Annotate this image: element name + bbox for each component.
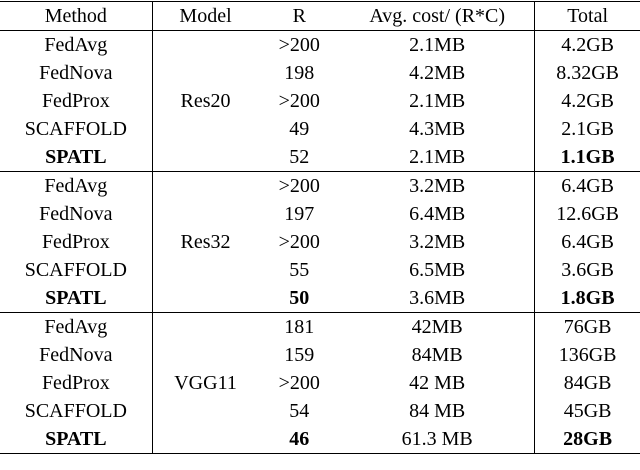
value-cell: 45GB: [534, 397, 640, 425]
value-cell: >200: [278, 231, 320, 253]
method-cell: SCAFFOLD: [0, 256, 153, 284]
method-cell: FedAvg: [0, 171, 153, 200]
method-cell: FedNova: [0, 341, 153, 369]
table-row: SPATL 52 2.1MB 1.1GB: [0, 143, 640, 172]
table-row: SCAFFOLD 55 6.5MB 3.6GB: [0, 256, 640, 284]
value-cell: 46: [289, 428, 310, 450]
method-cell: FedNova: [0, 59, 153, 87]
value-cell: 3.2MB: [409, 231, 466, 253]
method-cell: FedAvg: [0, 312, 153, 341]
value-cell: 61.3 MB: [401, 428, 473, 450]
header-cell: Method: [0, 1, 153, 31]
value-cell: 6.4MB: [409, 203, 466, 225]
value-cell: 6.5MB: [409, 259, 466, 281]
header-row: Method Model R Avg. cost/ (R*C) Total: [0, 1, 640, 31]
value-cell: 181: [284, 316, 315, 338]
value-cell: 84MB: [411, 344, 463, 366]
value-cell: 198: [284, 62, 315, 84]
value-cell: 50: [289, 287, 310, 309]
value-cell: 1.1GB: [534, 143, 640, 172]
method-cell: FedNova: [0, 200, 153, 228]
header-cell: Avg. cost/ (R*C): [369, 5, 506, 27]
method-cell: FedProx: [0, 87, 153, 115]
method-cell: SPATL: [0, 143, 153, 172]
value-cell: 2.1GB: [534, 115, 640, 143]
value-cell: 52: [289, 146, 310, 168]
header-cell: Model: [179, 5, 232, 27]
table-row: FedProx >200 42 MB 84GB: [0, 369, 640, 397]
table-row: FedNova 198 4.2MB 8.32GB: [0, 59, 640, 87]
table-body: FedAvg Res20 >200 2.1MB 4.2GB FedNova 198 4.2MB…: [0, 30, 640, 454]
table-row: FedAvg Res20 >200 2.1MB 4.2GB: [0, 30, 640, 112]
value-cell: 3.6MB: [409, 287, 466, 309]
method-cell: SPATL: [0, 425, 153, 454]
method-cell: SCAFFOLD: [0, 397, 153, 425]
value-cell: 55: [289, 259, 310, 281]
value-cell: 42MB: [411, 316, 463, 338]
table-header: Method Model R Avg. cost/ (R*C) Total: [0, 1, 640, 31]
value-cell: 136GB: [534, 341, 640, 369]
value-cell: 2.1MB: [409, 146, 466, 168]
value-cell: 8.32GB: [534, 59, 640, 87]
value-cell: 42 MB: [409, 372, 466, 394]
table-row: FedProx >200 3.2MB 6.4GB: [0, 228, 640, 256]
method-cell: FedProx: [0, 228, 153, 256]
method-cell: SPATL: [0, 284, 153, 313]
model-cell: VGG11: [174, 372, 237, 394]
value-cell: 4.2MB: [409, 62, 466, 84]
method-cell: SCAFFOLD: [0, 115, 153, 143]
table-row: SCAFFOLD 54 84 MB 45GB: [0, 397, 640, 425]
value-cell: >200: [278, 34, 320, 56]
value-cell: 12.6GB: [534, 200, 640, 228]
header-cell: Total: [534, 1, 640, 31]
table-row: FedNova 159 84MB 136GB: [0, 341, 640, 369]
table-row: SCAFFOLD 49 4.3MB 2.1GB: [0, 115, 640, 143]
value-cell: 54: [289, 400, 310, 422]
value-cell: 28GB: [534, 425, 640, 454]
value-cell: 76GB: [534, 312, 640, 341]
table-row: SPATL 50 3.6MB 1.8GB: [0, 284, 640, 313]
value-cell: 1.8GB: [534, 284, 640, 313]
table-row: FedAvg VGG11 181 42MB 76GB: [0, 312, 640, 394]
table-row: SPATL 46 61.3 MB 28GB: [0, 425, 640, 454]
value-cell: 4.2GB: [534, 87, 640, 115]
value-cell: >200: [278, 90, 320, 112]
method-cell: FedProx: [0, 369, 153, 397]
method-cell: FedAvg: [0, 30, 153, 59]
table-row: FedProx >200 2.1MB 4.2GB: [0, 87, 640, 115]
value-cell: 4.3MB: [409, 118, 466, 140]
value-cell: 84 MB: [409, 400, 466, 422]
value-cell: 2.1MB: [409, 90, 466, 112]
header-cell: R: [292, 5, 306, 27]
value-cell: >200: [278, 372, 320, 394]
value-cell: 4.2GB: [534, 30, 640, 59]
value-cell: 6.4GB: [534, 171, 640, 200]
model-cell: Res32: [180, 231, 231, 253]
table-row: FedAvg Res32 >200 3.2MB 6.4GB: [0, 171, 640, 253]
value-cell: 84GB: [534, 369, 640, 397]
results-table: Method Model R Avg. cost/ (R*C) Total FedAvg…: [0, 1, 640, 454]
value-cell: 2.1MB: [409, 34, 466, 56]
value-cell: 6.4GB: [534, 228, 640, 256]
value-cell: 49: [289, 118, 310, 140]
value-cell: 197: [284, 203, 315, 225]
table-row: FedNova 197 6.4MB 12.6GB: [0, 200, 640, 228]
value-cell: 159: [284, 344, 315, 366]
value-cell: 3.6GB: [534, 256, 640, 284]
value-cell: >200: [278, 175, 320, 197]
model-cell: Res20: [180, 90, 231, 112]
value-cell: 3.2MB: [409, 175, 466, 197]
